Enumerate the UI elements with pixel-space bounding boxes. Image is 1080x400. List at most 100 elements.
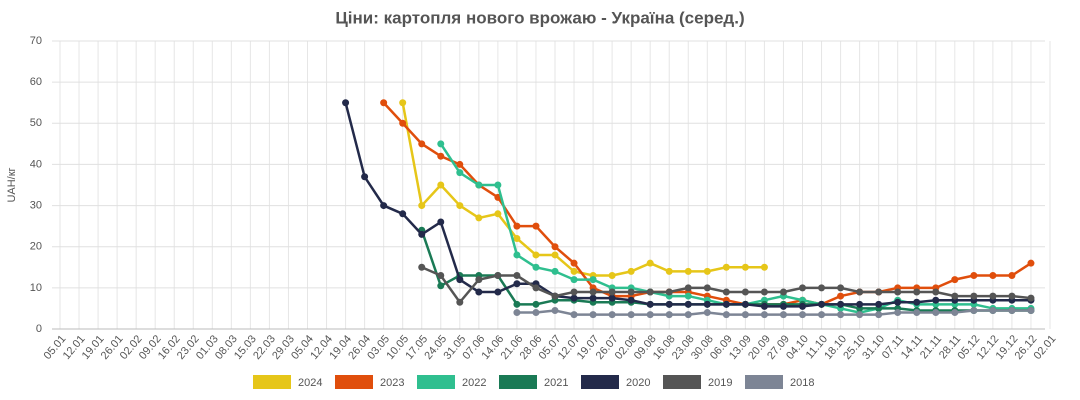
data-point [418,202,426,210]
data-point [722,288,730,296]
data-point [551,267,559,275]
data-point [513,272,521,280]
data-point [513,280,521,288]
legend-label: 2023 [380,377,404,389]
data-point [665,311,673,319]
data-point [665,300,673,308]
data-point [342,99,350,107]
data-point [722,263,730,271]
data-point [437,152,445,160]
data-point [399,210,407,218]
y-axis-label: UAH/кг [6,167,18,202]
data-point [646,259,654,267]
data-point [513,222,521,230]
data-point [570,311,578,319]
data-point [779,311,787,319]
data-point [437,140,445,148]
data-point [570,259,578,267]
data-point [456,169,464,177]
legend-swatch [253,375,291,389]
data-point [627,311,635,319]
legend-label: 2021 [544,377,568,389]
data-point [475,181,483,189]
data-point [837,311,845,319]
data-point [875,288,883,296]
data-point [932,296,940,304]
data-point [494,272,502,280]
data-point [818,300,826,308]
data-point [799,311,806,319]
data-point [418,263,426,271]
data-point [570,276,578,284]
data-point [837,300,845,308]
data-point [475,288,483,296]
x-tick-label: 02.01 [1032,333,1059,362]
data-point [799,284,806,292]
data-point [532,300,540,308]
data-point [551,251,559,259]
data-point [627,296,635,304]
data-point [437,218,445,226]
data-point [399,119,407,127]
data-point [456,276,464,284]
data-point [989,306,997,314]
series-line [401,102,765,277]
legend-swatch [335,375,373,389]
data-point [361,173,369,181]
data-point [570,294,578,302]
data-point [380,99,388,107]
data-point [627,267,635,275]
data-point [494,181,502,189]
data-point [856,311,864,319]
y-tick-label: 20 [30,241,42,253]
data-point [760,288,768,296]
data-point [837,284,845,292]
data-point [703,267,711,275]
data-point [779,302,787,310]
data-point [894,309,902,317]
data-point [684,292,692,300]
data-point [1027,259,1035,267]
data-point [513,300,521,308]
data-point [894,288,902,296]
data-point [513,234,521,242]
data-point [532,284,540,292]
data-point [551,243,559,251]
series-line [439,143,1031,314]
y-tick-label: 0 [36,323,42,335]
data-point [399,99,407,107]
data-point [703,284,711,292]
data-point [456,298,464,306]
data-point [875,311,883,319]
data-point [837,292,845,300]
legend-label: 2020 [626,377,650,389]
data-point [608,311,616,319]
data-point [589,311,597,319]
data-point [951,292,959,300]
data-point [722,300,730,308]
data-point [494,210,502,218]
data-point [951,276,959,284]
data-point [818,311,826,319]
data-point [760,263,768,271]
data-point [646,288,654,296]
data-point [970,292,978,300]
data-point [741,288,749,296]
data-point [665,288,673,296]
data-point [418,230,426,238]
data-point [532,309,540,317]
legend-label: 2018 [790,377,814,389]
y-tick-label: 60 [30,76,42,88]
y-tick-label: 40 [30,158,42,170]
data-point [970,272,978,280]
data-point [1008,306,1016,314]
data-point [1008,292,1016,300]
data-point [856,288,864,296]
data-point [799,302,806,310]
data-point [932,309,940,317]
data-point [494,288,502,296]
data-point [989,272,997,280]
data-point [1008,272,1016,280]
data-point [741,300,749,308]
data-point [970,306,978,314]
